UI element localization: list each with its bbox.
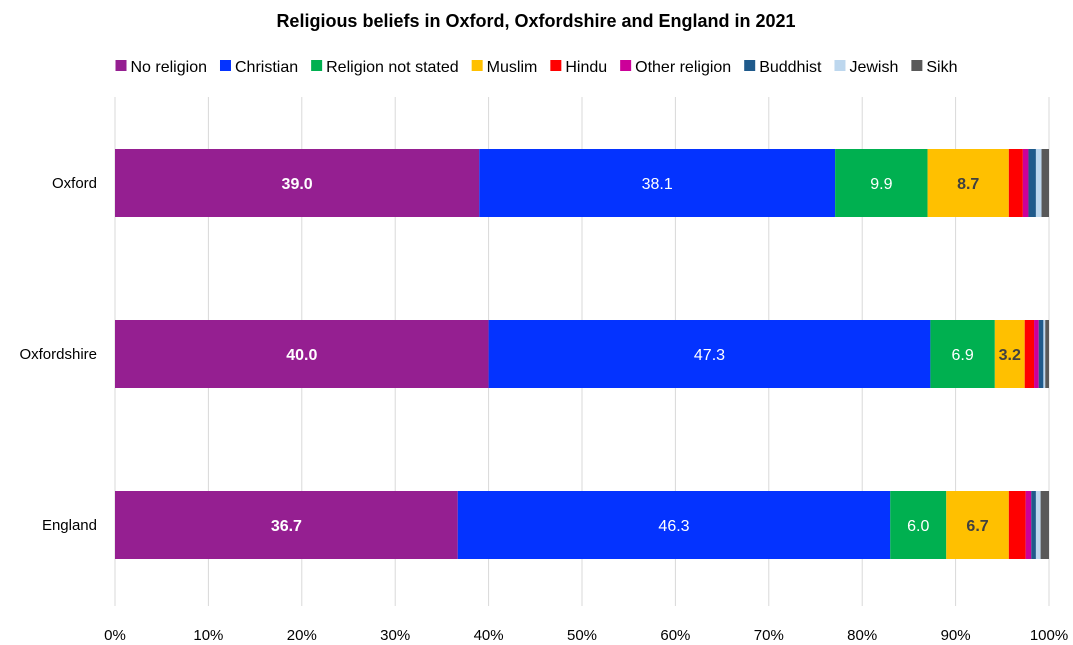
x-tick-label: 30% (380, 627, 410, 644)
bar-segment (994, 320, 1025, 388)
x-tick-label: 50% (567, 627, 597, 644)
legend-item: Other religion (620, 59, 731, 76)
bar-segment (946, 491, 1009, 559)
data-label: 9.9 (870, 176, 892, 193)
legend-label: Sikh (926, 59, 957, 76)
legend-item: Religion not stated (311, 59, 459, 76)
data-label: 38.1 (642, 176, 673, 193)
legend-label: Muslim (487, 59, 538, 76)
data-label: 39.0 (282, 176, 313, 193)
legend-swatch (620, 60, 632, 71)
legend-label: No religion (131, 59, 207, 76)
bar-segment (1028, 149, 1036, 217)
x-tick-label: 90% (941, 627, 971, 644)
x-tick-label: 60% (660, 627, 690, 644)
x-tick-label: 10% (193, 627, 223, 644)
bar-segment (1022, 149, 1029, 217)
legend-item: Christian (219, 59, 298, 76)
data-label: 8.7 (957, 176, 979, 193)
bar-segment (1045, 320, 1049, 388)
bar-segment (927, 149, 1009, 217)
bar-segment (115, 320, 489, 388)
bar-segment (1035, 149, 1042, 217)
bar-segment (1034, 320, 1039, 388)
bar-segment (479, 149, 836, 217)
bars: 39.0 38.1 9.9 8.7 40.0 47.3 6.9 3.2 36.7 46.3 6.0 6… (115, 149, 1049, 559)
bar-segment (1024, 320, 1035, 388)
legend-label: Hindu (565, 59, 607, 76)
legend-swatch (311, 60, 323, 71)
data-label: 3.2 (999, 347, 1021, 364)
legend-swatch (911, 60, 923, 71)
x-axis-ticks: 0% 10% 20% 30% 40% 50% 60% 70% 80% 90% 100% (104, 627, 1068, 644)
legend-swatch (471, 60, 483, 71)
bar-segment (890, 491, 947, 559)
legend-item: Sikh (911, 59, 957, 76)
x-tick-label: 70% (754, 627, 784, 644)
legend-item: No religion (115, 59, 207, 76)
bar-segment (1031, 491, 1036, 559)
data-label: 6.7 (966, 518, 988, 535)
legend-label: Jewish (849, 59, 898, 76)
x-tick-label: 80% (847, 627, 877, 644)
x-tick-label: 20% (287, 627, 317, 644)
legend-swatch (550, 60, 562, 71)
legend-label: Other religion (635, 59, 731, 76)
category-labels: Oxford Oxfordshire England (19, 175, 97, 534)
legend: No religion Christian Religion not stated M… (115, 59, 957, 76)
bar-segment (1038, 320, 1044, 388)
legend-swatch (115, 60, 127, 71)
legend-label: Christian (235, 59, 298, 76)
bar-segment (115, 149, 480, 217)
legend-swatch (834, 60, 846, 71)
bar-segment (1043, 320, 1046, 388)
bar-segment (835, 149, 928, 217)
legend-swatch (219, 60, 231, 71)
x-tick-label: 0% (104, 627, 126, 644)
data-label: 6.9 (951, 347, 973, 364)
category-label: Oxford (52, 175, 97, 192)
bar-segment (457, 491, 891, 559)
data-label: 46.3 (658, 518, 689, 535)
chart-title: Religious beliefs in Oxford, Oxfordshire… (276, 11, 795, 31)
bar-segment (1040, 491, 1049, 559)
data-label: 47.3 (694, 347, 725, 364)
bar-segment (930, 320, 995, 388)
bar-segment (488, 320, 931, 388)
legend-item: Jewish (834, 59, 898, 76)
bar-segment (1008, 149, 1023, 217)
legend-item: Buddhist (744, 59, 822, 76)
bar-segment (1035, 491, 1041, 559)
bar-segment (1025, 491, 1032, 559)
legend-item: Muslim (471, 59, 538, 76)
bar-segment (1041, 149, 1049, 217)
legend-label: Buddhist (759, 59, 822, 76)
x-tick-label: 100% (1030, 627, 1068, 644)
data-label: 36.7 (271, 518, 302, 535)
bar-segment (1008, 491, 1026, 559)
legend-item: Hindu (550, 59, 607, 76)
category-label: England (42, 517, 97, 534)
legend-swatch (744, 60, 756, 71)
category-label: Oxfordshire (19, 346, 97, 363)
data-label: 40.0 (286, 347, 317, 364)
legend-label: Religion not stated (326, 59, 459, 76)
x-tick-label: 40% (474, 627, 504, 644)
bar-segment (115, 491, 458, 559)
data-label: 6.0 (907, 518, 929, 535)
